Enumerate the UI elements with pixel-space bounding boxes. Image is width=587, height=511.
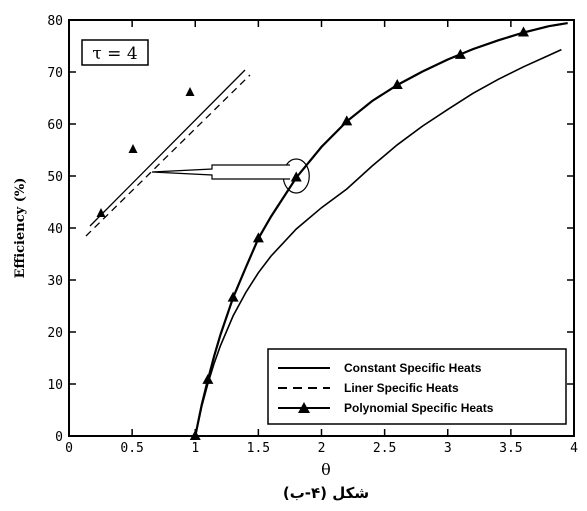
tau-box <box>81 39 149 66</box>
zoom-arrow <box>151 164 290 180</box>
x-tick-label: 2 <box>318 441 326 456</box>
polynomial-marker <box>252 232 264 243</box>
y-tick-label: 0 <box>55 430 63 445</box>
inset-marker <box>128 144 138 153</box>
inset-marker <box>96 208 106 217</box>
y-axis-title: Efficiency (%) <box>13 178 28 279</box>
series-layer <box>189 22 568 440</box>
y-tick-label: 20 <box>47 326 63 341</box>
legend-box <box>267 348 567 425</box>
x-tick-label: 1 <box>191 441 199 456</box>
tau-annotation: τ = 4 <box>92 44 137 64</box>
x-tick-label: 1.5 <box>247 441 270 456</box>
y-tick-label: 80 <box>47 14 63 29</box>
y-tick-label: 30 <box>47 274 63 289</box>
polynomial-marker <box>391 79 403 89</box>
y-tick-label: 70 <box>47 66 63 81</box>
series-line-polynomial <box>194 22 568 437</box>
legend-label-liner: Liner Specific Heats <box>344 381 459 395</box>
polynomial-marker <box>189 430 201 440</box>
polynomial-marker <box>290 171 302 182</box>
legend: Constant Specific Heats Liner Specific H… <box>267 348 567 425</box>
x-axis-title: θ <box>321 460 331 479</box>
polynomial-marker <box>227 291 239 302</box>
polynomial-marker <box>454 48 466 59</box>
inset-dashed-line <box>85 74 251 237</box>
legend-label-polynomial: Polynomial Specific Heats <box>344 401 494 415</box>
x-tick-label: 3 <box>444 441 452 456</box>
x-tick-label: 4 <box>570 441 578 456</box>
y-tick-label: 50 <box>47 170 63 185</box>
polynomial-marker <box>202 373 214 384</box>
axis-ticks <box>68 19 575 437</box>
y-tick-label: 40 <box>47 222 63 237</box>
y-tick-label: 60 <box>47 118 63 133</box>
polynomial-marker <box>341 115 353 126</box>
x-tick-label: 0 <box>65 441 73 456</box>
legend-label-constant: Constant Specific Heats <box>344 361 482 375</box>
y-tick-label: 10 <box>47 378 63 393</box>
polynomial-marker <box>518 26 529 37</box>
x-tick-label: 3.5 <box>499 441 522 456</box>
x-tick-label: 0.5 <box>120 441 143 456</box>
figure-caption: شكل (۴-ب) <box>283 484 369 502</box>
x-tick-label: 2.5 <box>373 441 396 456</box>
inset-marker <box>185 87 195 96</box>
series-line-constant <box>194 48 562 437</box>
inset-zoom <box>85 69 310 237</box>
inset-solid-line <box>89 69 246 227</box>
legend-triangle-marker <box>298 402 310 413</box>
